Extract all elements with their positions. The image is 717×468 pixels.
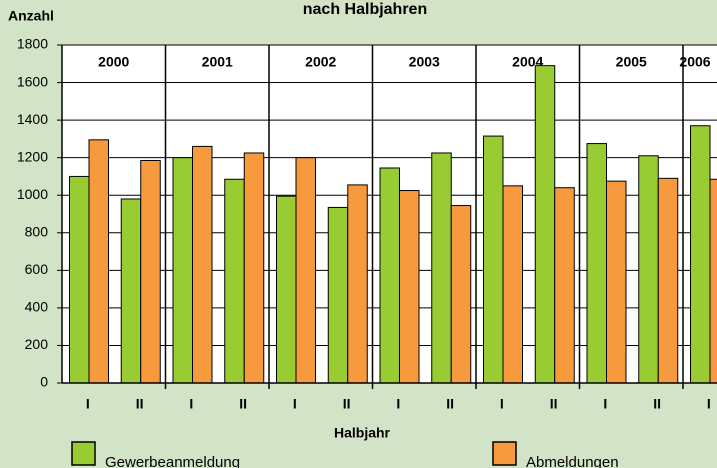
- bar: [690, 125, 711, 384]
- bar: [657, 177, 679, 384]
- bar: [140, 159, 161, 384]
- bar: [483, 135, 504, 384]
- legend-swatch: [492, 441, 517, 466]
- group-label: 2006: [679, 54, 710, 70]
- bar: [224, 178, 245, 384]
- bar: [502, 185, 523, 384]
- bar: [69, 175, 90, 384]
- y-tick-label: 200: [25, 336, 49, 352]
- y-tick-label: 1000: [17, 186, 48, 202]
- group-label: 2001: [202, 54, 233, 70]
- x-tick-label: I: [707, 396, 711, 412]
- x-tick-label: I: [603, 396, 607, 412]
- y-axis-label: Anzahl: [8, 8, 54, 24]
- legend-swatch: [71, 441, 96, 466]
- bar: [327, 206, 349, 384]
- bar: [638, 155, 659, 384]
- y-tick-label: 1400: [17, 111, 48, 127]
- bar: [586, 143, 607, 384]
- bar: [120, 198, 142, 384]
- y-tick-label: 1200: [17, 148, 48, 164]
- bar: [709, 178, 717, 384]
- bar: [431, 152, 452, 384]
- x-tick-label: I: [500, 396, 504, 412]
- x-tick-label: II: [446, 396, 454, 412]
- x-tick-label: I: [189, 396, 193, 412]
- y-tick-label: 1600: [17, 73, 48, 89]
- bar: [347, 184, 368, 384]
- legend-label: Abmeldungen: [526, 454, 619, 468]
- bar: [450, 205, 472, 384]
- bar: [295, 157, 316, 384]
- bar: [243, 152, 265, 384]
- y-tick-label: 0: [40, 374, 48, 390]
- bar: [606, 180, 627, 384]
- x-tick-label: II: [136, 396, 144, 412]
- bar: [399, 190, 420, 384]
- x-tick-label: II: [653, 396, 661, 412]
- bar: [534, 65, 556, 384]
- y-tick-label: 600: [25, 261, 49, 277]
- legend-label: Gewerbeanmeldung: [105, 454, 240, 468]
- bar: [554, 187, 575, 384]
- bar: [276, 195, 297, 384]
- group-label: 2005: [616, 54, 647, 70]
- bar: [172, 157, 193, 384]
- x-tick-label: II: [550, 396, 558, 412]
- group-label: 2000: [98, 54, 129, 70]
- x-tick-label: I: [293, 396, 297, 412]
- y-tick-label: 400: [25, 299, 49, 315]
- group-label: 2003: [409, 54, 440, 70]
- x-tick-label: I: [396, 396, 400, 412]
- x-tick-label: I: [86, 396, 90, 412]
- x-tick-label: II: [343, 396, 351, 412]
- y-tick-label: 1800: [17, 36, 48, 52]
- x-tick-label: II: [239, 396, 247, 412]
- bar: [379, 167, 400, 384]
- bar: [88, 139, 109, 384]
- x-axis-label: Halbjahr: [334, 425, 391, 441]
- bar: [192, 145, 213, 384]
- chart-title: nach Halbjahren: [303, 1, 427, 18]
- group-label: 2002: [305, 54, 336, 70]
- y-tick-label: 800: [25, 223, 49, 239]
